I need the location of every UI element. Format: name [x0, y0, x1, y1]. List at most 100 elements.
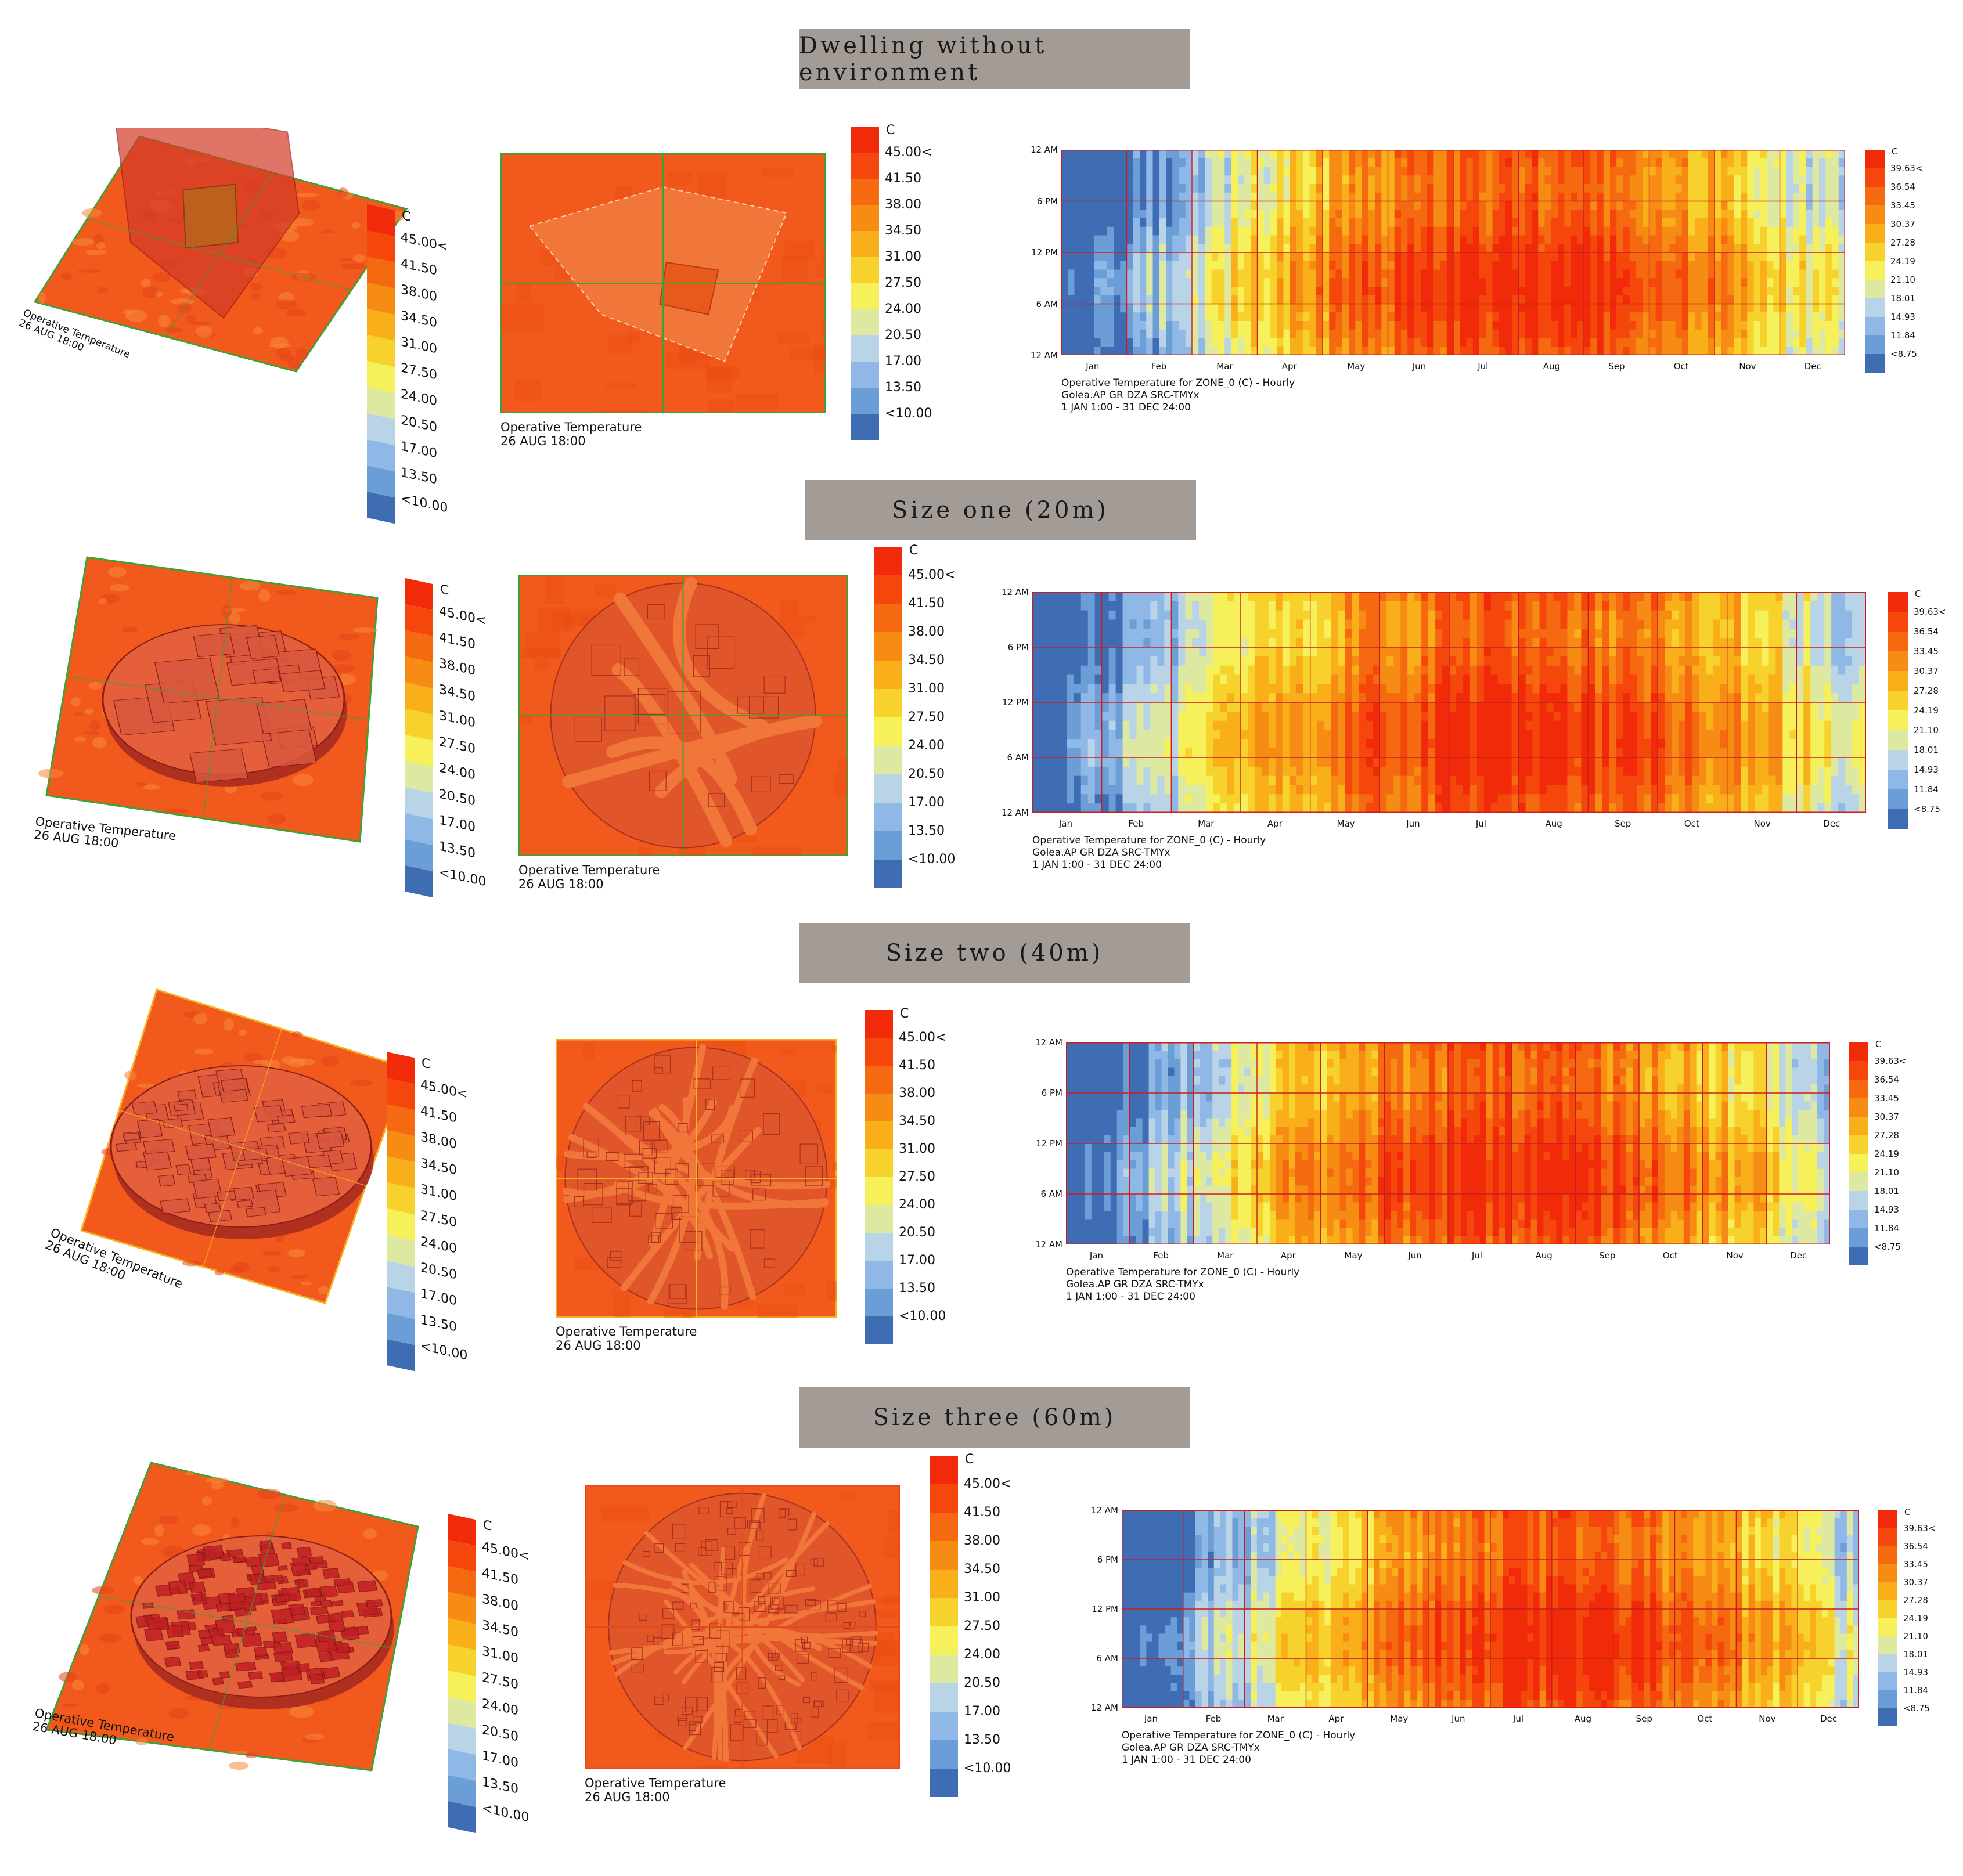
heat-cell [1577, 278, 1584, 287]
heat-cell [1303, 767, 1311, 776]
heat-cell [1734, 338, 1741, 347]
heat-cell [1767, 167, 1774, 176]
heat-cell [1269, 757, 1276, 767]
heat-cell [1571, 210, 1578, 218]
heat-cell [1839, 201, 1845, 210]
heat-cell [1505, 675, 1512, 684]
ground-texture [258, 589, 270, 602]
heat-cell [1643, 218, 1649, 227]
heat-cell [1499, 347, 1506, 355]
heat-cell [1662, 287, 1669, 295]
heat-cell [1379, 730, 1387, 739]
heat-cell [1359, 739, 1366, 748]
heat-cell [1075, 347, 1082, 355]
heat-cell [1577, 218, 1584, 227]
heat-cell [1435, 785, 1443, 795]
heat-cell [1368, 167, 1375, 176]
heat-cell [1150, 620, 1158, 629]
heat-cell [1616, 287, 1623, 295]
heat-cell [1212, 278, 1219, 287]
heat-cell [1793, 236, 1800, 244]
heat-cell [1395, 193, 1402, 201]
heat-cell [1329, 347, 1336, 355]
heat-cell [1231, 295, 1238, 304]
heat-cell [1336, 236, 1343, 244]
heat-cell [1484, 767, 1492, 776]
heat-cell [1499, 175, 1506, 184]
heat-cell [1407, 158, 1414, 167]
heat-cell [1255, 712, 1262, 721]
heat-cell [1839, 278, 1845, 287]
heat-cell [1137, 666, 1144, 675]
heat-cell [1477, 767, 1485, 776]
heat-cell [1610, 201, 1617, 210]
heat-cell [1123, 748, 1130, 757]
heat-cell [1479, 218, 1486, 227]
heat-cell [1269, 629, 1276, 638]
heat-cell [1107, 270, 1114, 279]
heat-cell [1388, 158, 1395, 167]
heat-cell [1558, 227, 1565, 236]
heat-cell [1178, 675, 1186, 684]
heat-cell [1741, 252, 1748, 261]
heat-cell [1662, 167, 1669, 176]
heat-cell [1395, 330, 1402, 338]
heat-cell [1179, 338, 1186, 347]
heat-cell [1133, 210, 1140, 218]
heat-cell [1467, 244, 1474, 252]
heat-cell [1643, 330, 1649, 338]
heat-cell [1159, 201, 1166, 210]
heat-cell [1276, 748, 1283, 757]
heat-cell [1060, 730, 1068, 739]
heat-cell [1832, 261, 1839, 270]
heat-cell [1075, 201, 1082, 210]
heat-cell [1616, 218, 1623, 227]
heat-cell [1101, 236, 1108, 244]
heat-cell [1053, 629, 1061, 638]
heat-cell [1362, 261, 1369, 270]
heat-cell [1793, 158, 1800, 167]
heat-cell [1296, 748, 1304, 757]
heat-cell [1352, 592, 1359, 601]
heat-cell [1283, 638, 1290, 647]
heat-cell [1101, 244, 1108, 252]
heat-cell [1107, 287, 1114, 295]
heat-cell [1368, 193, 1375, 201]
heat-cell [1470, 601, 1478, 611]
heat-cell [1440, 175, 1447, 184]
heat-cell [1551, 330, 1558, 338]
heat-cell [1140, 236, 1147, 244]
heat-cell [1512, 244, 1519, 252]
heat-cell [1186, 175, 1193, 184]
heat-cell [1185, 776, 1193, 785]
heat-cell [1747, 278, 1754, 287]
heat-cell [1324, 656, 1332, 666]
heat-cell [1317, 776, 1325, 785]
heat-cell [1682, 304, 1689, 313]
heat-cell [1349, 347, 1356, 355]
heat-cell [1213, 757, 1220, 767]
heat-cell [1087, 236, 1094, 244]
heat-cell [1486, 287, 1493, 295]
heat-cell [1407, 794, 1415, 803]
heat-cell [1179, 321, 1186, 330]
heat-cell [1393, 592, 1401, 601]
heat-cell [1220, 666, 1227, 675]
heat-cell [1150, 647, 1158, 656]
heat-cell [1597, 278, 1604, 287]
heat-cell [1456, 739, 1464, 748]
heat-cell [1819, 167, 1826, 176]
heat-cell [1832, 321, 1839, 330]
heat-cell [1780, 261, 1787, 270]
heat-cell [1150, 730, 1158, 739]
heat-cell [1172, 218, 1179, 227]
heat-cell [1715, 236, 1721, 244]
heat-cell [1046, 647, 1054, 656]
heat-cell [1486, 244, 1493, 252]
heat-cell [1323, 167, 1330, 176]
heat-cell [1467, 193, 1474, 201]
heat-cell [1107, 312, 1114, 321]
heat-cell [1283, 684, 1290, 693]
heat-cell [1277, 312, 1284, 321]
